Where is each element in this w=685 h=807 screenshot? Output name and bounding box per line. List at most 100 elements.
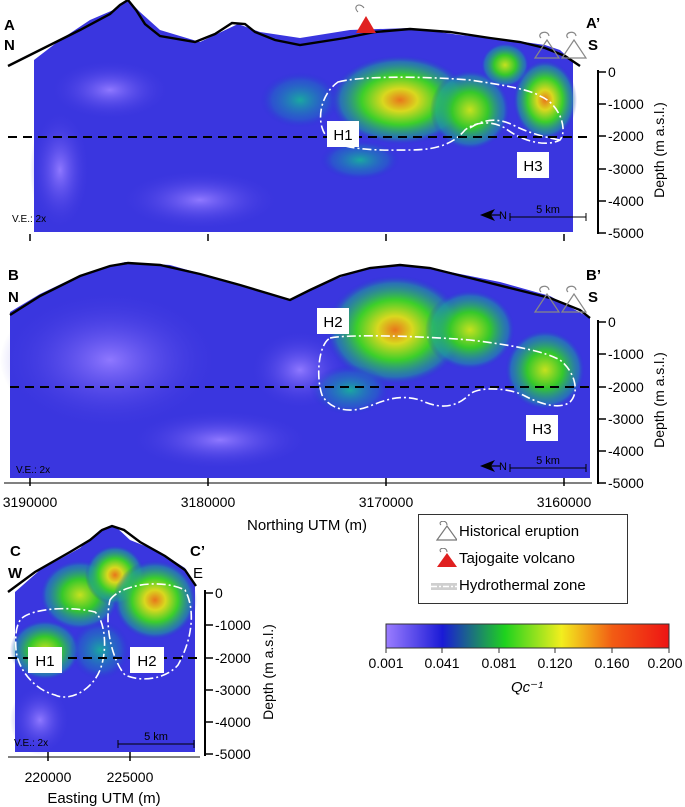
northing-tick: 3160000 [537, 494, 592, 510]
easting-axis-title: Easting UTM (m) [47, 790, 160, 807]
depth-tick: -4000 [215, 714, 251, 730]
volcano-triangle-icon [437, 548, 457, 567]
topography-b [9, 261, 591, 319]
colorbar-tick: 0.081 [481, 655, 516, 671]
colorbar-tick: 0.200 [647, 655, 682, 671]
zone-label-h1: H1 [35, 653, 54, 670]
x-tick-marks-a [29, 234, 565, 241]
eruption-icon [533, 31, 588, 59]
scale-bar-a: 5 km [509, 204, 587, 221]
depth-tick: -5000 [608, 475, 644, 491]
vertical-exaggeration-label: V.E.: 2x [12, 214, 46, 225]
colorbar-tick: 0.001 [368, 655, 403, 671]
vertical-exaggeration-label: V.E.: 2x [16, 465, 50, 476]
depth-tick: -5000 [608, 225, 644, 241]
scale-bar-label: 5 km [536, 455, 560, 467]
hydrothermal-zone-h1-c [14, 607, 106, 698]
zone-label-h2: H2 [323, 314, 342, 331]
dashdot-line-icon [431, 583, 457, 590]
section-c-start-label: C [10, 543, 21, 560]
topography-a [7, 0, 581, 68]
depth-tick: -1000 [215, 617, 251, 633]
zone-label-h2: H2 [137, 653, 156, 670]
northing-tick: 3170000 [359, 494, 414, 510]
scale-bar-label: 5 km [536, 204, 560, 216]
north-arrow-icon: N [480, 460, 507, 473]
depth-tick: -1000 [608, 346, 644, 362]
north-arrow-label: N [499, 461, 507, 473]
section-a-start-dir: N [4, 37, 15, 54]
hydrothermal-zone-h3-a [469, 119, 561, 141]
depth-tick: -4000 [608, 443, 644, 459]
depth-axis-title: Depth (m a.s.l.) [651, 352, 667, 448]
colorbar-gradient [385, 623, 670, 649]
section-b-end-dir: S [588, 289, 598, 306]
hydrothermal-zone-h2-b [317, 335, 576, 411]
depth-tick: -2000 [215, 650, 251, 666]
colorbar: 0.001 0.041 0.081 0.120 0.160 0.200 Qc⁻¹ [368, 623, 683, 696]
zone-label-h3: H3 [532, 421, 551, 438]
north-arrow-label: N [499, 210, 507, 222]
easting-axis: 220000 225000 Easting UTM (m) [8, 752, 200, 807]
section-a: A N A’ S H1 H3 V.E.: 2x 5 km N [4, 0, 667, 241]
depth-axis-title: Depth (m a.s.l.) [651, 102, 667, 198]
northing-axis: 3190000 3180000 3170000 3160000 Northing… [3, 478, 592, 534]
easting-tick: 220000 [25, 769, 72, 785]
depth-axis-title: Depth (m a.s.l.) [260, 624, 276, 720]
legend-label: Tajogaite volcano [459, 550, 575, 567]
colorbar-tick: 0.160 [594, 655, 629, 671]
depth-tick: 0 [608, 314, 616, 330]
depth-tick: -3000 [608, 411, 644, 427]
northing-axis-title: Northing UTM (m) [247, 517, 367, 534]
zone-label-box [317, 308, 349, 334]
section-c-start-dir: W [8, 565, 23, 582]
section-a-end-dir: S [588, 37, 598, 54]
section-b-end-label: B’ [586, 267, 601, 284]
depth-tick: -2000 [608, 128, 644, 144]
scale-bar-c: 5 km [117, 731, 195, 748]
colorbar-tick: 0.041 [424, 655, 459, 671]
depth-tick: -3000 [215, 682, 251, 698]
vertical-exaggeration-label: V.E.: 2x [14, 738, 48, 749]
legend-label: Hydrothermal zone [459, 577, 586, 594]
eruption-icon [435, 521, 457, 541]
easting-tick: 225000 [107, 769, 154, 785]
depth-tick: -5000 [215, 746, 251, 762]
section-b-start-label: B [8, 267, 19, 284]
depth-tick: 0 [215, 585, 223, 601]
section-c-end-label: C’ [190, 543, 205, 560]
volcano-triangle-icon [355, 4, 376, 33]
zone-label-box [28, 647, 62, 673]
eruption-icon [533, 285, 588, 313]
depth-tick: -4000 [608, 193, 644, 209]
depth-axis-c: 0 -1000 -2000 -3000 -4000 -5000 Depth (m… [204, 585, 276, 762]
depth-axis-a: 0 -1000 -2000 -3000 -4000 -5000 Depth (m… [597, 64, 667, 241]
section-b: B N B’ S H2 H3 V.E.: 2x 5 km N [0, 261, 667, 534]
legend-label: Historical eruption [459, 523, 580, 540]
colorbar-label: Qc⁻¹ [511, 679, 543, 696]
colorbar-tick: 0.120 [537, 655, 572, 671]
section-a-start-label: A [4, 17, 15, 34]
zone-label-h1: H1 [333, 127, 352, 144]
legend-item-eruption: Historical eruption [419, 521, 627, 543]
topography-c [7, 524, 197, 593]
depth-tick: -1000 [608, 96, 644, 112]
section-c: C W C’ E H1 H2 V.E.: 2x 5 km 0 -1000 -20… [7, 524, 276, 807]
legend-item-volcano: Tajogaite volcano [419, 548, 627, 570]
scale-bar-b: 5 km [509, 455, 587, 472]
zone-label-box [327, 121, 359, 147]
hydrothermal-zone-h2-c [107, 583, 193, 680]
scale-bar-label: 5 km [144, 731, 168, 743]
section-a-end-label: A’ [586, 15, 600, 32]
depth-tick: -3000 [608, 161, 644, 177]
legend-item-hydrothermal: Hydrothermal zone [419, 575, 627, 597]
zone-label-box [517, 152, 549, 178]
section-c-end-dir: E [193, 565, 203, 582]
north-arrow-icon: N [480, 209, 507, 222]
northing-tick: 3180000 [181, 494, 236, 510]
depth-tick: 0 [608, 64, 616, 80]
zone-label-box [130, 647, 164, 673]
depth-axis-b: 0 -1000 -2000 -3000 -4000 -5000 Depth (m… [597, 314, 667, 491]
legend: Historical eruption Tajogaite volcano Hy… [418, 514, 628, 604]
zone-label-h3: H3 [523, 158, 542, 175]
